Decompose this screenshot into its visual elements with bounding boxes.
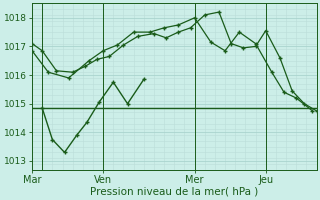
X-axis label: Pression niveau de la mer( hPa ): Pression niveau de la mer( hPa ) xyxy=(90,187,259,197)
